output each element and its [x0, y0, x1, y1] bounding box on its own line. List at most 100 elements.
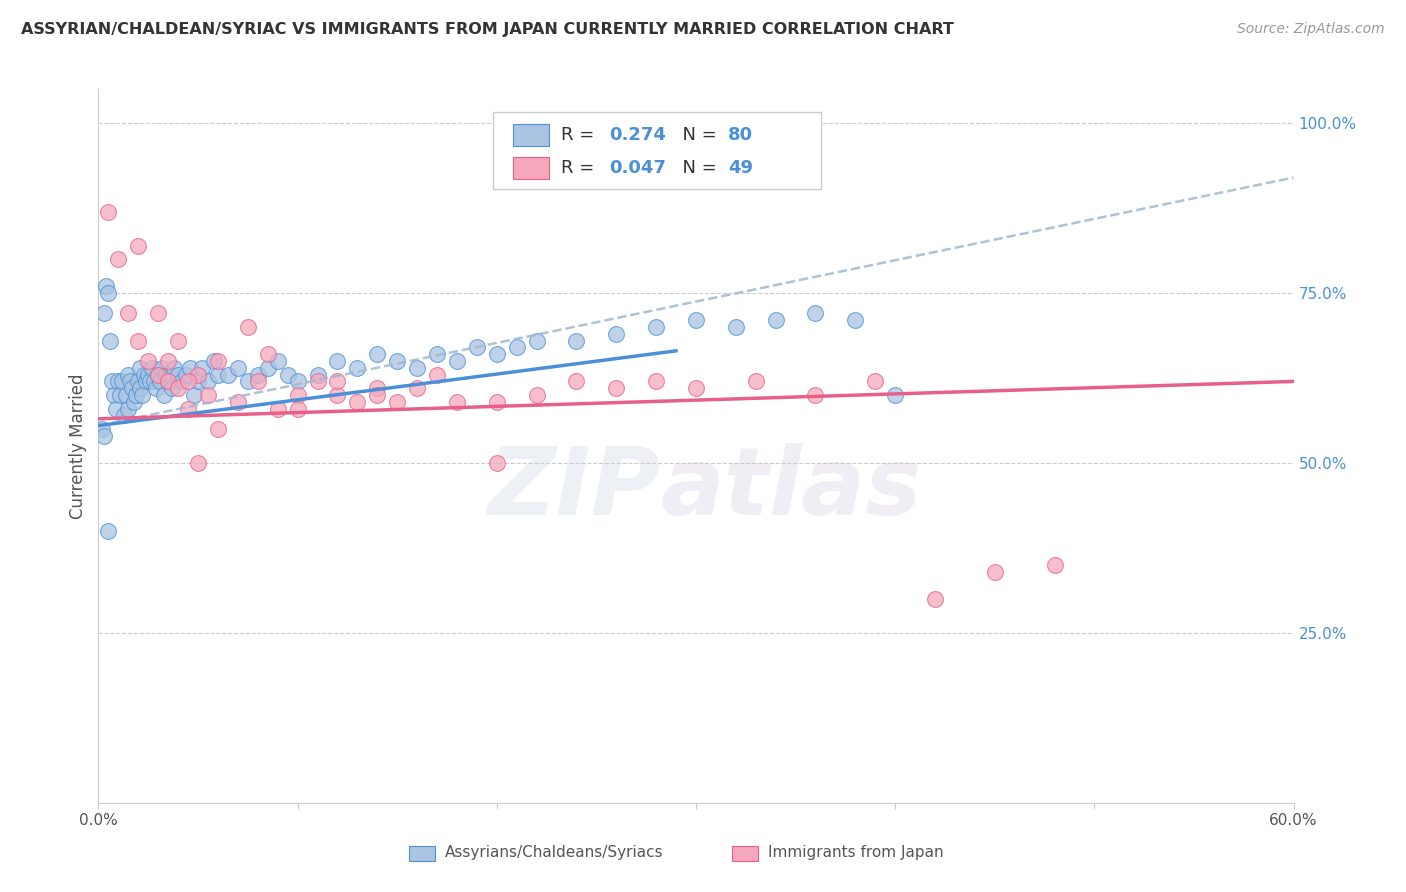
Point: [97, 286, 120, 301]
Point: [127, 238, 149, 252]
Point: [326, 375, 349, 389]
Point: [143, 375, 166, 389]
Point: [110, 388, 132, 402]
Point: [127, 375, 149, 389]
Point: [685, 381, 707, 395]
Point: [526, 334, 548, 348]
Text: R =: R =: [561, 126, 600, 145]
Point: [187, 368, 209, 382]
Point: [485, 347, 508, 361]
Point: [159, 368, 181, 382]
Point: [256, 347, 278, 361]
Point: [246, 368, 269, 382]
Point: [148, 368, 170, 382]
Point: [160, 381, 183, 395]
Point: [565, 334, 588, 348]
Point: [277, 368, 299, 382]
Point: [406, 381, 429, 395]
Point: [148, 306, 170, 320]
Point: [167, 368, 190, 382]
Point: [685, 313, 707, 327]
Point: [984, 565, 1007, 579]
Text: atlas: atlas: [661, 442, 921, 535]
Point: [177, 401, 200, 416]
Y-axis label: Currently Married: Currently Married: [69, 373, 87, 519]
Point: [163, 360, 186, 375]
Point: [177, 375, 200, 389]
Point: [136, 354, 159, 368]
Point: [145, 381, 167, 395]
Point: [191, 360, 214, 375]
Text: R =: R =: [561, 159, 600, 177]
Point: [121, 381, 143, 395]
Point: [148, 368, 170, 382]
Point: [446, 354, 468, 368]
Text: 0.047: 0.047: [609, 159, 665, 177]
Point: [134, 368, 156, 382]
Point: [426, 368, 449, 382]
Point: [426, 347, 449, 361]
Point: [197, 388, 219, 402]
Point: [183, 388, 205, 402]
Point: [745, 375, 768, 389]
Point: [187, 456, 209, 470]
Point: [111, 375, 134, 389]
Point: [157, 375, 180, 389]
Point: [207, 354, 229, 368]
Point: [117, 306, 139, 320]
Point: [256, 360, 278, 375]
Point: [924, 591, 946, 606]
Point: [150, 360, 173, 375]
Point: [236, 320, 259, 334]
Point: [202, 354, 225, 368]
Point: [124, 394, 146, 409]
FancyBboxPatch shape: [513, 157, 548, 178]
Point: [226, 360, 249, 375]
Text: Source: ZipAtlas.com: Source: ZipAtlas.com: [1237, 22, 1385, 37]
Text: Immigrants from Japan: Immigrants from Japan: [768, 846, 943, 860]
Point: [804, 388, 827, 402]
Point: [217, 368, 239, 382]
Point: [131, 388, 153, 402]
Point: [117, 368, 139, 382]
FancyBboxPatch shape: [494, 112, 821, 189]
Point: [506, 341, 529, 355]
Point: [117, 401, 139, 416]
Point: [485, 456, 508, 470]
Point: [91, 422, 114, 436]
Point: [107, 375, 129, 389]
Point: [236, 375, 259, 389]
Point: [385, 394, 409, 409]
Text: 49: 49: [728, 159, 754, 177]
Point: [326, 354, 349, 368]
Point: [174, 368, 197, 382]
Point: [136, 368, 159, 382]
Text: 0.274: 0.274: [609, 126, 665, 145]
Text: ASSYRIAN/CHALDEAN/SYRIAC VS IMMIGRANTS FROM JAPAN CURRENTLY MARRIED CORRELATION : ASSYRIAN/CHALDEAN/SYRIAC VS IMMIGRANTS F…: [21, 22, 953, 37]
Point: [385, 354, 409, 368]
Point: [139, 375, 162, 389]
Point: [267, 354, 290, 368]
Point: [645, 320, 668, 334]
Point: [645, 375, 668, 389]
Point: [307, 375, 329, 389]
Point: [125, 388, 148, 402]
Point: [93, 306, 115, 320]
Point: [246, 375, 269, 389]
Point: [207, 368, 229, 382]
Point: [167, 334, 190, 348]
Point: [226, 394, 249, 409]
Point: [105, 401, 128, 416]
Point: [366, 347, 388, 361]
Point: [446, 394, 468, 409]
Point: [127, 334, 149, 348]
FancyBboxPatch shape: [409, 846, 436, 862]
Point: [526, 388, 548, 402]
Point: [167, 381, 190, 395]
Point: [884, 388, 907, 402]
Point: [865, 375, 887, 389]
Point: [129, 381, 152, 395]
Point: [565, 375, 588, 389]
FancyBboxPatch shape: [733, 846, 758, 862]
Point: [485, 394, 508, 409]
